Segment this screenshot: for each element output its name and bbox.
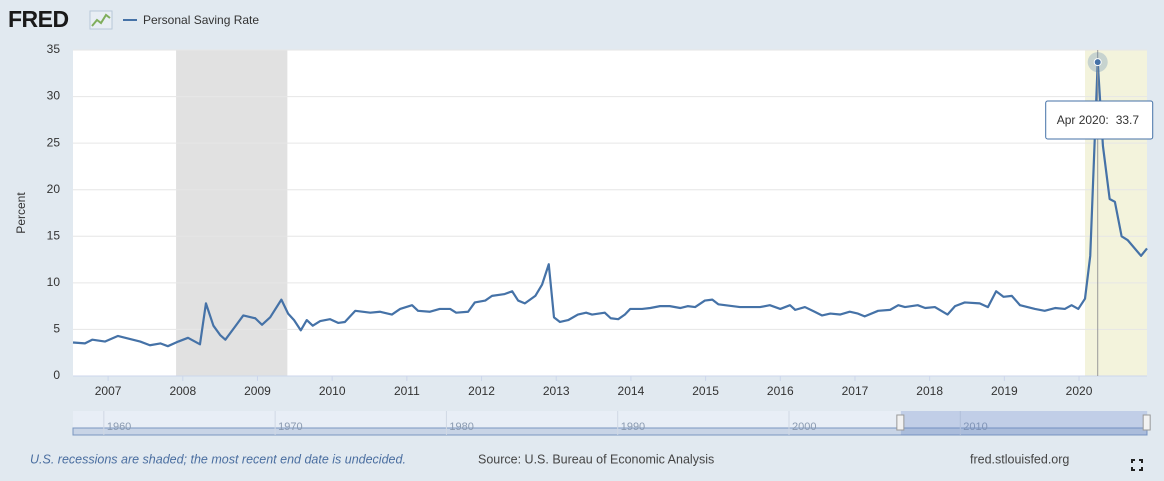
- y-tick-label: 10: [47, 275, 61, 289]
- y-tick-label: 15: [47, 228, 61, 242]
- tooltip-value: 33.7: [1116, 113, 1140, 127]
- navigator[interactable]: 1960 1970 1980 1990 2000 2010: [72, 411, 1151, 436]
- x-tick-label: 2017: [842, 384, 869, 398]
- footer-site[interactable]: fred.stlouisfed.org: [970, 452, 1069, 466]
- x-tick-label: 2018: [916, 384, 943, 398]
- tooltip: Apr 2020: 33.7: [1045, 100, 1154, 140]
- tooltip-box: [1045, 100, 1154, 140]
- grid-layer: [73, 49, 1147, 381]
- logo[interactable]: FRED: [8, 6, 69, 32]
- x-tick-label: 2019: [991, 384, 1018, 398]
- recession-shade: [176, 50, 288, 376]
- navigator-tick-label: 1990: [621, 421, 645, 433]
- x-tick-label: 2012: [468, 384, 495, 398]
- x-tick-label: 2009: [244, 384, 271, 398]
- tooltip-label: Apr 2020:: [1057, 113, 1109, 127]
- y-tick-label: 25: [47, 135, 61, 149]
- y-tick-label: 20: [47, 182, 61, 196]
- series-line[interactable]: [72, 61, 1148, 348]
- x-tick-label: 2013: [543, 384, 570, 398]
- fullscreen-icon[interactable]: [1131, 459, 1143, 471]
- x-tick-label: 2010: [319, 384, 346, 398]
- navigator-tick-label: 1980: [449, 421, 473, 433]
- hover-point[interactable]: [1093, 58, 1102, 67]
- navigator-tick-label: 2000: [792, 421, 816, 433]
- navigator-tick-label: 1960: [107, 421, 131, 433]
- logo-icon: [89, 10, 113, 30]
- navigator-handle[interactable]: [1142, 414, 1151, 431]
- x-tick-label: 2011: [394, 384, 420, 398]
- x-tick-label: 2015: [692, 384, 719, 398]
- legend-label[interactable]: Personal Saving Rate: [143, 13, 259, 27]
- x-tick-label: 2020: [1066, 384, 1093, 398]
- x-tick-label: 2014: [618, 384, 645, 398]
- y-tick-label: 30: [47, 89, 61, 103]
- navigator-selection[interactable]: [900, 411, 1148, 435]
- y-tick-label: 5: [53, 322, 60, 336]
- footer-source: Source: U.S. Bureau of Economic Analysis: [478, 452, 714, 466]
- footer-note: U.S. recessions are shaded; the most rec…: [30, 452, 406, 466]
- x-tick-label: 2008: [169, 384, 196, 398]
- x-tick-label: 2007: [95, 384, 122, 398]
- y-axis-label: Percent: [14, 192, 28, 234]
- x-tick-label: 2016: [767, 384, 794, 398]
- y-tick-label: 0: [53, 368, 60, 382]
- navigator-tick-label: 2010: [963, 421, 987, 433]
- navigator-handle[interactable]: [896, 414, 905, 431]
- y-tick-label: 35: [47, 42, 61, 56]
- navigator-tick-label: 1970: [278, 421, 302, 433]
